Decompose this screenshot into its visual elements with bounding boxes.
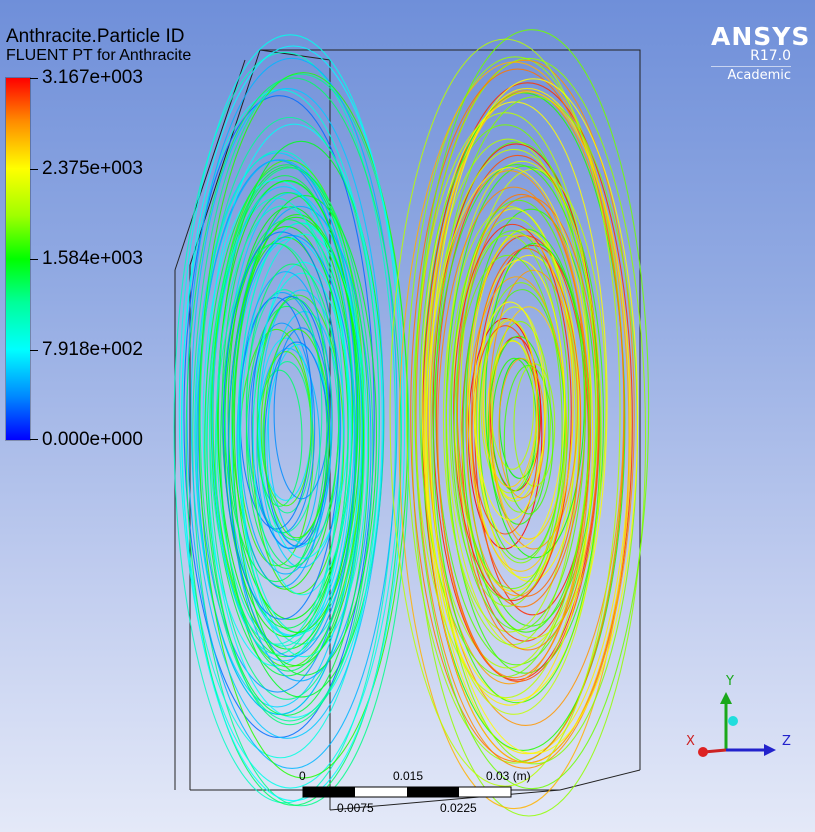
pathline — [239, 233, 369, 658]
pathline — [259, 337, 313, 501]
particle-pathlines — [173, 29, 650, 817]
pathline — [237, 222, 366, 645]
pathline — [245, 305, 328, 569]
legend-tick — [30, 259, 38, 260]
pathline — [405, 56, 625, 764]
pathline — [228, 216, 364, 667]
scale-label-units: 0.03 (m) — [486, 769, 531, 783]
pathline — [468, 229, 579, 579]
pathline — [411, 57, 647, 817]
pathline — [190, 88, 385, 739]
pathline — [491, 306, 567, 540]
scale-label: 0.015 — [393, 769, 424, 783]
pathline — [222, 231, 341, 620]
scale-bar-segment — [303, 787, 355, 797]
pathline — [414, 29, 650, 790]
logo-version: R17.0 — [750, 48, 791, 64]
z-axis-label: Z — [782, 734, 791, 749]
scale-label: 0.0225 — [440, 801, 477, 815]
pathline — [503, 364, 554, 515]
outline-edge — [329, 789, 561, 811]
pathline — [488, 320, 552, 513]
pathline — [445, 165, 605, 674]
logo-edition: Academic — [711, 66, 791, 83]
x-axis-dot — [698, 747, 708, 757]
pathline — [456, 196, 599, 651]
pathline — [455, 230, 570, 590]
pathline — [264, 341, 330, 547]
scale-bar-segment — [407, 787, 459, 797]
outline-edge — [259, 49, 331, 61]
color-legend-bar — [6, 78, 30, 440]
pathline — [198, 72, 409, 779]
outline-edge — [189, 49, 641, 770]
pathline — [478, 289, 566, 560]
pathline — [459, 168, 607, 639]
legend-tick — [30, 439, 38, 440]
legend-label-max: 3.167e+003 — [42, 67, 143, 88]
pathline — [453, 223, 572, 602]
y-axis-label: Y — [726, 674, 734, 689]
pathline — [488, 269, 579, 550]
pathline — [453, 254, 563, 601]
z-axis-arrowhead — [764, 744, 776, 756]
pathline — [462, 228, 590, 633]
pathline — [389, 38, 621, 787]
pathline — [185, 77, 402, 806]
pathline — [206, 167, 374, 726]
pathline — [398, 61, 630, 810]
pathline — [215, 205, 350, 647]
pathline — [199, 116, 380, 722]
scale-label: 0 — [299, 769, 306, 783]
legend-label: 1.584e+003 — [42, 248, 143, 269]
y-axis-arrowhead — [720, 692, 732, 704]
pathline — [425, 148, 602, 715]
pathline — [471, 247, 582, 597]
scale-label: 0.0075 — [337, 801, 374, 815]
pathline — [205, 123, 383, 718]
pathline — [260, 351, 312, 507]
subtitle: FLUENT PT for Anthracite — [6, 47, 192, 64]
legend-tick — [30, 169, 38, 170]
pathline — [181, 45, 406, 802]
pathline — [429, 78, 639, 754]
pathline — [238, 271, 333, 575]
pathline — [421, 101, 608, 701]
pathline — [473, 259, 566, 548]
triad-center-dot — [728, 716, 738, 726]
pathline — [425, 167, 594, 706]
pathline — [211, 186, 355, 662]
pathline — [482, 319, 538, 488]
pathline — [423, 91, 632, 764]
variable-title: Anthracite.Particle ID — [6, 26, 185, 47]
scale-bar — [302, 786, 512, 798]
pathline — [178, 34, 403, 789]
pathline — [484, 242, 585, 559]
pathline — [232, 194, 378, 676]
pathline — [245, 263, 340, 568]
pathline — [214, 243, 340, 655]
pathline — [239, 328, 314, 567]
legend-tick — [30, 350, 38, 351]
x-axis-label: X — [686, 734, 695, 749]
legend-label-min: 0.000e+000 — [42, 429, 143, 450]
legend-label: 7.918e+002 — [42, 339, 143, 360]
pathline — [258, 289, 345, 569]
pathline — [498, 357, 546, 499]
pathline — [437, 186, 591, 679]
pathline — [466, 234, 574, 572]
pathline — [173, 51, 397, 804]
legend-label: 2.375e+003 — [42, 158, 143, 179]
pathline — [192, 73, 410, 807]
pathline — [450, 199, 586, 631]
pathline — [474, 301, 546, 521]
pathline — [227, 234, 356, 658]
pathline — [239, 297, 313, 530]
axis-triad — [698, 692, 776, 757]
pathline — [263, 328, 331, 539]
legend-tick — [30, 78, 38, 79]
pathline — [204, 164, 370, 716]
